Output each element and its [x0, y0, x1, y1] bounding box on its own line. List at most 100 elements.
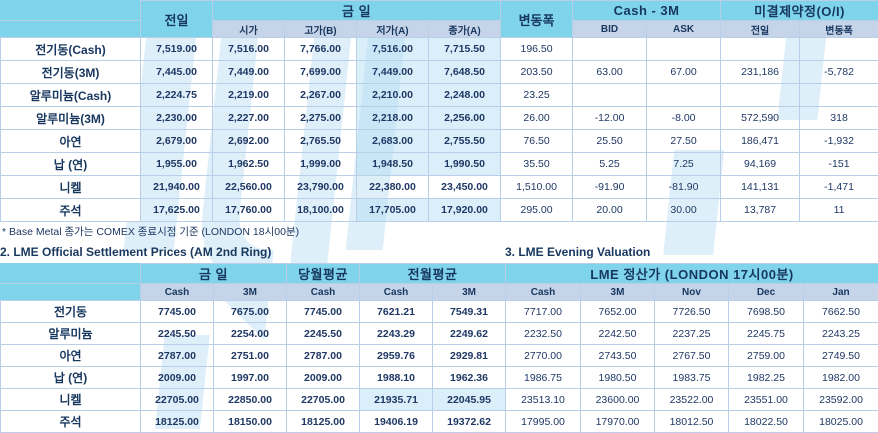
cell-prevclose: 7,519.00 — [141, 38, 213, 61]
table-row: 전기동(3M) 7,445.00 7,449.00 7,699.00 7,449… — [1, 61, 878, 84]
cell-today-cash: 18125.00 — [141, 411, 214, 433]
cell-prevclose: 2,679.00 — [141, 130, 213, 153]
cell-change: 23.25 — [501, 84, 573, 107]
table-row: 전기동 7745.00 7675.00 7745.00 7621.21 7549… — [1, 301, 506, 323]
table-row: 주석 18125.00 18150.00 18125.00 19406.19 1… — [1, 411, 506, 433]
cell-jan: 2749.50 — [804, 345, 878, 367]
cell-dec: 1982.25 — [729, 367, 804, 389]
cell-dec: 23551.00 — [729, 389, 804, 411]
cell-close: 2,256.00 — [429, 107, 501, 130]
table1-row-label: 니켈 — [1, 176, 141, 199]
table2-group-monthavg: 당월평균 — [287, 264, 360, 284]
cell-bid — [573, 84, 647, 107]
cell-jan: 2243.25 — [804, 323, 878, 345]
table2-row-label: 알루미늄 — [1, 323, 141, 345]
cell-dec: 18022.50 — [729, 411, 804, 433]
cell-cash: 2232.50 — [506, 323, 581, 345]
table-row: 7717.00 7652.00 7726.50 7698.50 7662.50 — [506, 301, 878, 323]
table2-row-label: 납 (연) — [1, 367, 141, 389]
cell-close: 17,920.00 — [429, 199, 501, 222]
cell-prevmonth-3m: 2929.81 — [433, 345, 506, 367]
table-row: 납 (연) 1,955.00 1,962.50 1,999.00 1,948.5… — [1, 153, 878, 176]
cell-3m: 17970.00 — [581, 411, 655, 433]
cell-close: 23,450.00 — [429, 176, 501, 199]
table1-group-prevday: 전일 — [141, 1, 213, 38]
cell-ask: -81.90 — [647, 176, 721, 199]
cell-prevmonth-cash: 1988.10 — [360, 367, 433, 389]
cell-ask: 67.00 — [647, 61, 721, 84]
table-row: 알루미늄(Cash) 2,224.75 2,219.00 2,267.00 2,… — [1, 84, 878, 107]
cell-open: 1,962.50 — [213, 153, 285, 176]
cell-prevmonth-cash: 21935.71 — [360, 389, 433, 411]
table-row: 납 (연) 2009.00 1997.00 2009.00 1988.10 19… — [1, 367, 506, 389]
cell-low: 1,948.50 — [357, 153, 429, 176]
table1-group-today: 금 일 — [213, 1, 501, 21]
table1-row-label: 전기동(3M) — [1, 61, 141, 84]
cell-today-cash: 2009.00 — [141, 367, 214, 389]
table1-row-label: 주석 — [1, 199, 141, 222]
cell-3m: 7652.00 — [581, 301, 655, 323]
table1-group-change: 변동폭 — [501, 1, 573, 38]
cell-oi-prev — [721, 84, 800, 107]
cell-monthavg-cash: 7745.00 — [287, 301, 360, 323]
section3-title: 3. LME Evening Valuation — [505, 242, 878, 263]
cell-nov: 18012.50 — [655, 411, 729, 433]
cell-oi-prev — [721, 38, 800, 61]
table-row: 전기동(Cash) 7,519.00 7,516.00 7,766.00 7,5… — [1, 38, 878, 61]
table2-sub-today-cash: Cash — [141, 284, 214, 301]
cell-ask: 27.50 — [647, 130, 721, 153]
cell-ask — [647, 38, 721, 61]
cell-oi-change: -1,932 — [800, 130, 878, 153]
cell-3m: 2242.50 — [581, 323, 655, 345]
table2-group-prevmonthavg: 전월평균 — [360, 264, 506, 284]
cell-ask: 7.25 — [647, 153, 721, 176]
cell-high: 2,275.00 — [285, 107, 357, 130]
table1-group-openinterest: 미결제약정(O/I) — [721, 1, 878, 21]
cell-close: 2,755.50 — [429, 130, 501, 153]
cell-today-3m: 2254.00 — [214, 323, 287, 345]
cell-prevmonth-cash: 2243.29 — [360, 323, 433, 345]
table-row: 17995.00 17970.00 18012.50 18022.50 1802… — [506, 411, 878, 433]
table2-corner-cell — [1, 264, 141, 284]
cell-oi-change: 11 — [800, 199, 878, 222]
table-row: 알루미늄(3M) 2,230.00 2,227.00 2,275.00 2,21… — [1, 107, 878, 130]
table-row: 아연 2787.00 2751.00 2787.00 2959.76 2929.… — [1, 345, 506, 367]
cell-oi-prev: 186,471 — [721, 130, 800, 153]
cell-bid: -91.90 — [573, 176, 647, 199]
cell-today-3m: 1997.00 — [214, 367, 287, 389]
section3-container: LME 정산가 (LONDON 17시00분) Cash 3M Nov Dec … — [505, 263, 878, 433]
cell-oi-prev: 231,186 — [721, 61, 800, 84]
cell-low: 2,210.00 — [357, 84, 429, 107]
cell-open: 22,560.00 — [213, 176, 285, 199]
cell-prevmonth-3m: 2249.62 — [433, 323, 506, 345]
cell-open: 7,449.00 — [213, 61, 285, 84]
cell-prevclose: 7,445.00 — [141, 61, 213, 84]
cell-prevmonth-3m: 19372.62 — [433, 411, 506, 433]
table1-row-label: 납 (연) — [1, 153, 141, 176]
cell-high: 7,699.00 — [285, 61, 357, 84]
cell-open: 7,516.00 — [213, 38, 285, 61]
table1-sub-high: 고가(B) — [285, 21, 357, 38]
table1-body: 전기동(Cash) 7,519.00 7,516.00 7,766.00 7,5… — [1, 38, 878, 222]
table2-row-label: 니켈 — [1, 389, 141, 411]
cell-cash: 23513.10 — [506, 389, 581, 411]
table2-sub-monthavg-cash: Cash — [287, 284, 360, 301]
table3-group-header-row: LME 정산가 (LONDON 17시00분) — [506, 264, 878, 284]
cell-close: 2,248.00 — [429, 84, 501, 107]
table3-sub-3m: 3M — [581, 284, 655, 301]
cell-high: 2,267.00 — [285, 84, 357, 107]
table-row: 알루미늄 2245.50 2254.00 2245.50 2243.29 224… — [1, 323, 506, 345]
lower-tables-container: 금 일 당월평균 전월평균 Cash 3M Cash Cash 3M — [0, 263, 878, 433]
table-row: 2232.50 2242.50 2237.25 2245.75 2243.25 — [506, 323, 878, 345]
cell-oi-change: 318 — [800, 107, 878, 130]
cell-bid: 20.00 — [573, 199, 647, 222]
cell-oi-prev: 141,131 — [721, 176, 800, 199]
lme-evening-valuation-table: LME 정산가 (LONDON 17시00분) Cash 3M Nov Dec … — [505, 263, 878, 433]
table3-sub-nov: Nov — [655, 284, 729, 301]
cell-prevclose: 1,955.00 — [141, 153, 213, 176]
table3-sub-jan: Jan — [804, 284, 878, 301]
cell-jan: 18025.00 — [804, 411, 878, 433]
cell-3m: 2743.50 — [581, 345, 655, 367]
table-row: 주석 17,625.00 17,760.00 18,100.00 17,705.… — [1, 199, 878, 222]
